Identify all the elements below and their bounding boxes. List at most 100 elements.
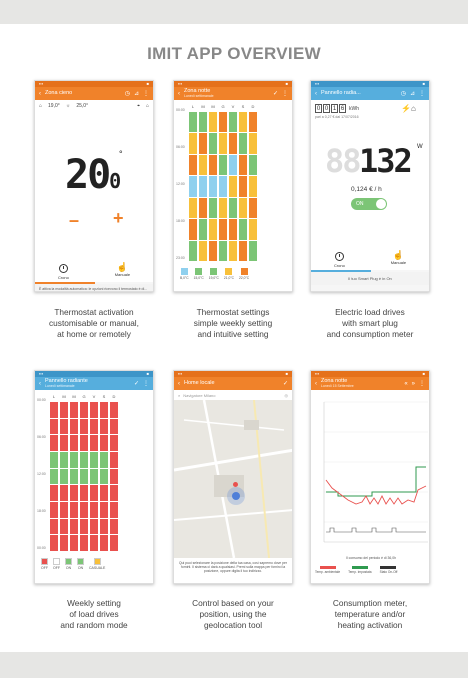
search-input[interactable]: Navigatore Milano [183, 392, 216, 398]
load-legend-item[interactable]: OFF [53, 558, 60, 570]
day-load-bar[interactable] [80, 402, 88, 553]
more-icon[interactable]: ⋮ [143, 90, 149, 97]
day-schedule-bar[interactable] [189, 112, 197, 262]
load-slot[interactable] [70, 402, 78, 419]
more-icon[interactable]: ⋮ [282, 90, 288, 97]
schedule-slot[interactable] [229, 176, 237, 198]
load-slot[interactable] [50, 502, 58, 519]
load-slot[interactable] [60, 518, 68, 536]
check-icon[interactable]: ✓ [282, 380, 288, 387]
schedule-slot[interactable] [219, 176, 227, 198]
home-pin-icon[interactable] [233, 482, 238, 487]
load-slot[interactable] [60, 452, 68, 469]
load-slot[interactable] [50, 468, 58, 486]
search-bar[interactable]: ⌕ Navigatore Milano ◎ [174, 390, 292, 400]
load-slot[interactable] [50, 485, 58, 503]
schedule-slot[interactable] [209, 133, 217, 155]
back-arrow-icon[interactable]: ‹ [39, 380, 41, 387]
load-slot[interactable] [110, 435, 118, 453]
load-slot[interactable] [50, 402, 58, 419]
schedule-slot[interactable] [189, 219, 197, 241]
schedule-slot[interactable] [219, 112, 227, 134]
next-icon[interactable]: » [411, 380, 415, 387]
load-legend-item[interactable]: ON [77, 558, 84, 570]
load-slot[interactable] [60, 535, 68, 553]
map[interactable] [174, 400, 292, 558]
schedule-slot[interactable] [209, 219, 217, 241]
load-slot[interactable] [90, 418, 98, 436]
schedule-slot[interactable] [229, 197, 237, 220]
day-load-bar[interactable] [100, 402, 108, 553]
increase-button[interactable]: + [113, 208, 124, 228]
load-slot[interactable] [60, 468, 68, 486]
load-slot[interactable] [90, 402, 98, 419]
chart-icon[interactable]: ⊿ [409, 90, 415, 97]
tab-manuale[interactable]: ☝ Manuale [391, 251, 406, 266]
load-slot[interactable] [110, 452, 118, 469]
back-arrow-icon[interactable]: ‹ [178, 380, 180, 387]
schedule-slot[interactable] [219, 197, 227, 220]
day-schedule-bar[interactable] [209, 112, 217, 262]
load-slot[interactable] [90, 468, 98, 486]
load-slot[interactable] [90, 485, 98, 503]
schedule-slot[interactable] [209, 176, 217, 198]
load-slot[interactable] [110, 468, 118, 486]
day-schedule-bar[interactable] [219, 112, 227, 262]
load-slot[interactable] [90, 435, 98, 453]
day-load-bar[interactable] [60, 402, 68, 553]
clock-icon[interactable]: ◷ [400, 90, 406, 97]
load-slot[interactable] [60, 402, 68, 419]
load-slot[interactable] [70, 435, 78, 453]
schedule-slot[interactable] [249, 176, 257, 198]
load-slot[interactable] [100, 518, 108, 536]
schedule-slot[interactable] [249, 154, 257, 177]
load-slot[interactable] [80, 418, 88, 436]
schedule-slot[interactable] [229, 219, 237, 241]
schedule-slot[interactable] [189, 133, 197, 155]
schedule-slot[interactable] [239, 197, 247, 220]
schedule-slot[interactable] [199, 154, 207, 177]
load-slot[interactable] [100, 418, 108, 436]
load-slot[interactable] [70, 518, 78, 536]
load-slot[interactable] [110, 418, 118, 436]
schedule-slot[interactable] [249, 112, 257, 134]
schedule-slot[interactable] [199, 176, 207, 198]
load-slot[interactable] [80, 485, 88, 503]
load-slot[interactable] [80, 402, 88, 419]
schedule-slot[interactable] [249, 219, 257, 241]
load-slot[interactable] [70, 468, 78, 486]
load-slot[interactable] [110, 402, 118, 419]
schedule-slot[interactable] [249, 197, 257, 220]
load-slot[interactable] [60, 502, 68, 519]
prev-icon[interactable]: « [404, 380, 408, 387]
schedule-slot[interactable] [219, 154, 227, 177]
decrease-button[interactable]: – [69, 210, 80, 230]
load-slot[interactable] [80, 502, 88, 519]
tab-manuale[interactable]: ☝ Manuale [115, 263, 130, 278]
schedule-slot[interactable] [239, 133, 247, 155]
schedule-slot[interactable] [239, 240, 247, 262]
location-icon[interactable]: ⌖ [137, 103, 140, 109]
load-slot[interactable] [110, 535, 118, 553]
load-slot[interactable] [90, 452, 98, 469]
load-slot[interactable] [100, 468, 108, 486]
back-arrow-icon[interactable]: ‹ [315, 380, 317, 387]
day-load-bar[interactable] [110, 402, 118, 553]
load-legend-item[interactable]: OFF [41, 558, 48, 570]
schedule-slot[interactable] [189, 240, 197, 262]
load-slot[interactable] [90, 502, 98, 519]
load-slot[interactable] [90, 518, 98, 536]
schedule-slot[interactable] [229, 112, 237, 134]
load-slot[interactable] [50, 535, 58, 553]
more-icon[interactable]: ⋮ [143, 380, 149, 387]
load-slot[interactable] [80, 435, 88, 453]
schedule-slot[interactable] [219, 133, 227, 155]
schedule-slot[interactable] [189, 154, 197, 177]
load-slot[interactable] [110, 518, 118, 536]
schedule-slot[interactable] [229, 133, 237, 155]
load-slot[interactable] [50, 435, 58, 453]
load-legend-item[interactable]: ON [65, 558, 72, 570]
schedule-slot[interactable] [239, 176, 247, 198]
load-slot[interactable] [60, 435, 68, 453]
load-slot[interactable] [80, 535, 88, 553]
